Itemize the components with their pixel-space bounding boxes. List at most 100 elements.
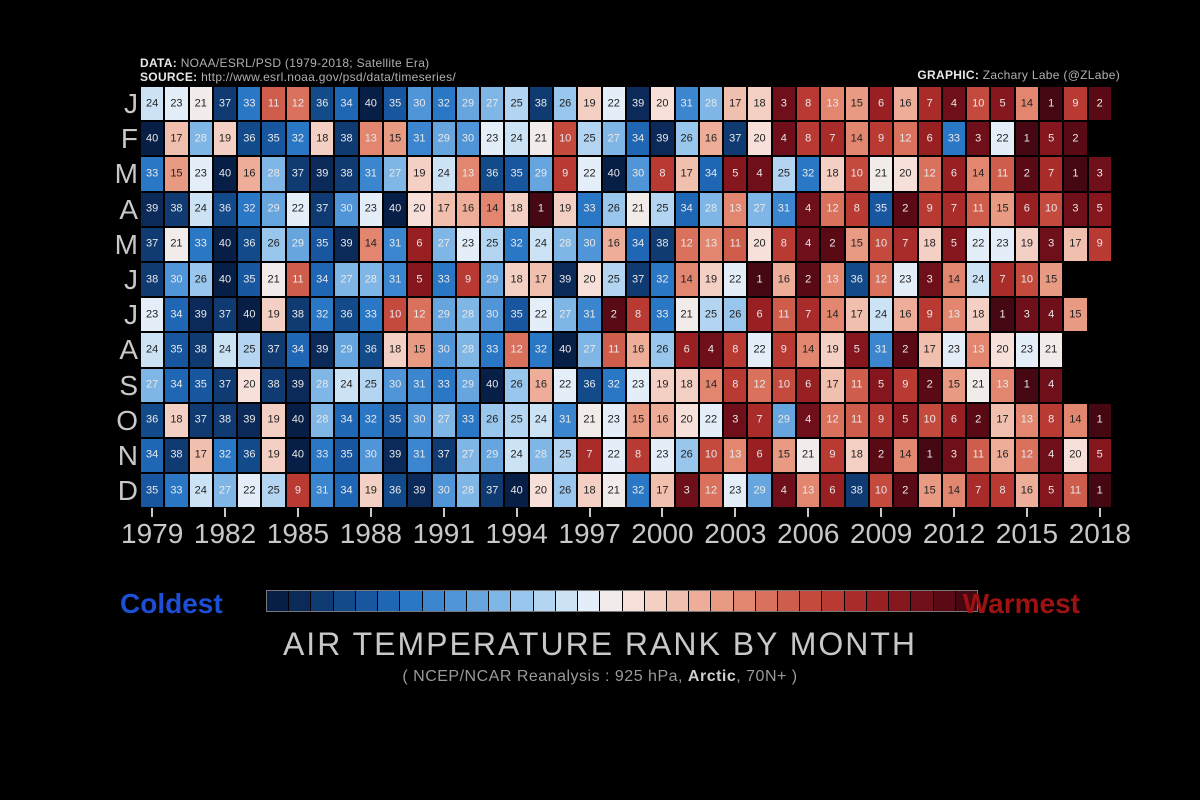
heatmap-cell: 1 <box>1039 86 1063 121</box>
heatmap-cell: 3 <box>675 473 699 508</box>
heatmap-cell: 39 <box>140 192 164 227</box>
heatmap-cell: 37 <box>213 86 237 121</box>
heatmap-cell: 19 <box>577 86 601 121</box>
heatmap-cell: 40 <box>359 86 383 121</box>
heatmap-cell: 7 <box>918 86 942 121</box>
heatmap-cell: 35 <box>504 297 528 332</box>
colorbar-segment <box>289 591 311 611</box>
colorbar-segment <box>778 591 800 611</box>
heatmap-cell: 20 <box>577 262 601 297</box>
heatmap-cell: 14 <box>820 297 844 332</box>
heatmap-cell: 5 <box>893 403 917 438</box>
heatmap-cell: 24 <box>189 192 213 227</box>
heatmap-cell: 31 <box>869 332 893 367</box>
heatmap-cell: 26 <box>602 192 626 227</box>
heatmap-cell: 30 <box>480 297 504 332</box>
heatmap-cell: 38 <box>261 368 285 403</box>
heatmap-cell: 35 <box>310 227 334 262</box>
heatmap-cell: 22 <box>990 121 1014 156</box>
heatmap-cell: 21 <box>1039 332 1063 367</box>
heatmap-cell: 39 <box>237 403 261 438</box>
heatmap-cell: 14 <box>893 438 917 473</box>
heatmap-cell: 18 <box>820 156 844 191</box>
heatmap-cell: 20 <box>650 86 674 121</box>
heatmap-cell: 27 <box>383 156 407 191</box>
heatmap-row: 2423213733111236344035303229272538261922… <box>140 86 1112 121</box>
heatmap-cell: 11 <box>772 297 796 332</box>
heatmap-row: 2435382425373439293618153028331232402711… <box>140 332 1112 367</box>
heatmap-cell: 5 <box>1088 192 1112 227</box>
heatmap-cell: 36 <box>237 438 261 473</box>
heatmap-cell: 19 <box>650 368 674 403</box>
month-label: S <box>100 368 138 403</box>
heatmap-cell: 26 <box>261 227 285 262</box>
heatmap-cell: 31 <box>577 297 601 332</box>
colorbar-segment <box>400 591 422 611</box>
heatmap-cell: 23 <box>456 227 480 262</box>
heatmap-cell: 8 <box>796 121 820 156</box>
heatmap-cell: 30 <box>407 86 431 121</box>
month-axis-labels: JFMAMJJASOND <box>100 86 138 508</box>
heatmap-row: 3438173236194033353039313727292428257228… <box>140 438 1112 473</box>
heatmap-cell: 29 <box>529 156 553 191</box>
heatmap-cell: 33 <box>456 403 480 438</box>
heatmap-cell: 16 <box>602 227 626 262</box>
heatmap-cell: 19 <box>261 403 285 438</box>
warmest-label: Warmest <box>963 588 1080 620</box>
heatmap-cell: 21 <box>869 156 893 191</box>
heatmap-cell: 29 <box>261 192 285 227</box>
heatmap-cell: 24 <box>140 86 164 121</box>
heatmap-cell: 4 <box>772 473 796 508</box>
heatmap-cell: 18 <box>845 438 869 473</box>
month-label: F <box>100 121 138 156</box>
heatmap-cell: 12 <box>869 262 893 297</box>
heatmap-cell: 32 <box>796 156 820 191</box>
heatmap-cell: 16 <box>990 438 1014 473</box>
heatmap-cell: 27 <box>480 86 504 121</box>
heatmap-cell: 36 <box>334 297 358 332</box>
colorbar-segment <box>889 591 911 611</box>
heatmap-cell: 33 <box>237 86 261 121</box>
heatmap-cell: 19 <box>213 121 237 156</box>
heatmap-cell: 32 <box>237 192 261 227</box>
heatmap-cell: 6 <box>747 297 771 332</box>
heatmap-cell: 39 <box>286 368 310 403</box>
heatmap-cell: 38 <box>213 403 237 438</box>
heatmap-cell: 16 <box>456 192 480 227</box>
colorbar-segment <box>600 591 622 611</box>
heatmap-cell: 16 <box>650 403 674 438</box>
heatmap-cell: 36 <box>310 86 334 121</box>
heatmap-cell: 28 <box>699 192 723 227</box>
heatmap-cell: 11 <box>990 156 1014 191</box>
heatmap-cell: 24 <box>504 438 528 473</box>
heatmap-cell: 2 <box>918 368 942 403</box>
heatmap-cell: 13 <box>1015 403 1039 438</box>
heatmap-cell: 5 <box>990 86 1014 121</box>
heatmap-cell: 36 <box>577 368 601 403</box>
heatmap-cell: 12 <box>747 368 771 403</box>
heatmap-cell: 6 <box>407 227 431 262</box>
heatmap-cell: 20 <box>407 192 431 227</box>
heatmap-cell: 4 <box>1039 438 1063 473</box>
heatmap-cell: 7 <box>893 227 917 262</box>
heatmap-cell: 6 <box>1015 192 1039 227</box>
heatmap-cell: 26 <box>504 368 528 403</box>
year-tick <box>1026 508 1028 517</box>
heatmap-cell: 25 <box>553 438 577 473</box>
year-tick <box>151 508 153 517</box>
heatmap-cell: 35 <box>334 438 358 473</box>
heatmap-cell: 12 <box>820 192 844 227</box>
heatmap-cell: 40 <box>213 156 237 191</box>
heatmap-cell: 3 <box>966 121 990 156</box>
heatmap-cell: 11 <box>845 403 869 438</box>
heatmap-cell: 8 <box>723 332 747 367</box>
heatmap-cell: 19 <box>699 262 723 297</box>
heatmap-cell: 21 <box>261 262 285 297</box>
heatmap-cell: 35 <box>383 403 407 438</box>
heatmap-cell: 7 <box>577 438 601 473</box>
colorbar-segment <box>445 591 467 611</box>
heatmap-cell: 1 <box>1088 473 1112 508</box>
heatmap-cell: 15 <box>942 368 966 403</box>
year-tick <box>734 508 736 517</box>
heatmap-cell: 32 <box>529 332 553 367</box>
